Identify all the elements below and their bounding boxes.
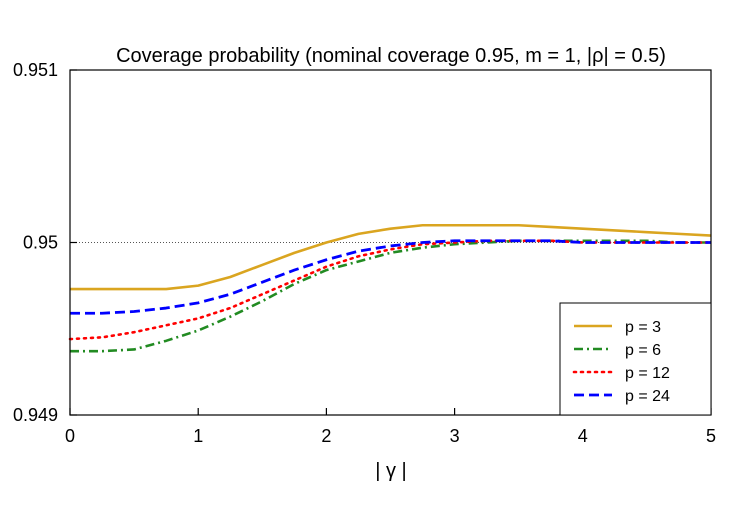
legend-label-4: p = 24 bbox=[625, 388, 670, 405]
legend-label-1: p = 3 bbox=[625, 319, 661, 336]
x-tick-label: 4 bbox=[578, 426, 588, 446]
y-tick-label: 0.951 bbox=[13, 60, 58, 80]
x-axis-label: | γ | bbox=[375, 460, 407, 482]
series-line-1 bbox=[70, 223, 712, 291]
x-tick-label: 1 bbox=[193, 426, 203, 446]
series-line-4 bbox=[70, 239, 711, 315]
legend-label-3: p = 12 bbox=[625, 365, 670, 382]
legend-box bbox=[559, 302, 712, 416]
x-tick-label: 0 bbox=[65, 426, 75, 446]
legend-label-2: p = 6 bbox=[625, 342, 661, 359]
y-tick-label: 0.95 bbox=[23, 233, 58, 253]
x-tick-label: 3 bbox=[450, 426, 460, 446]
x-tick-label: 2 bbox=[321, 426, 331, 446]
x-tick-label: 5 bbox=[706, 426, 716, 446]
series-line-2 bbox=[70, 239, 711, 353]
legend: p = 3 p = 6 p = 12 p = 24 bbox=[559, 302, 712, 416]
chart-title: Coverage probability (nominal coverage 0… bbox=[116, 45, 666, 67]
y-tick-label: 0.949 bbox=[13, 405, 58, 425]
